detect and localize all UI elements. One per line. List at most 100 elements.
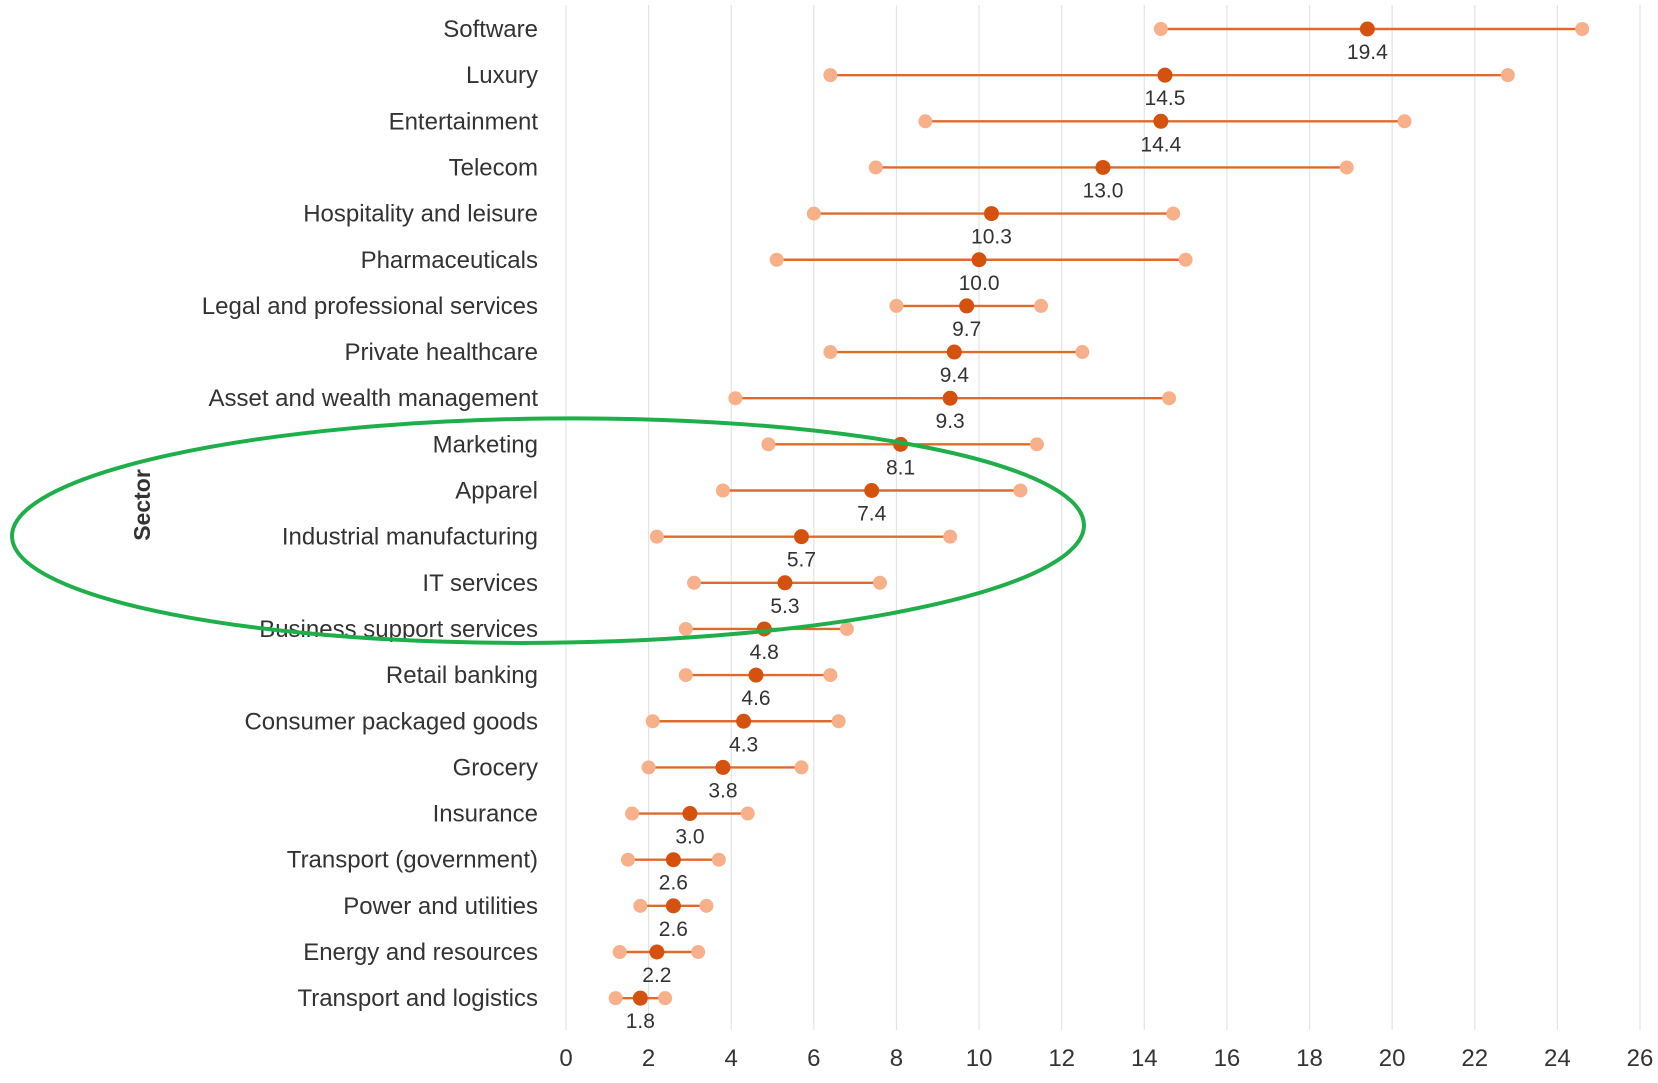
x-tick-label: 2 [642, 1045, 655, 1072]
median-data-label: 9.4 [940, 364, 970, 387]
x-tick-label: 6 [807, 1045, 820, 1072]
range-low-point [645, 714, 660, 729]
y-category-label: Private healthcare [345, 339, 538, 366]
y-category-label: Power and utilities [343, 893, 538, 920]
y-category-label: Grocery [453, 754, 538, 781]
range-high-point [831, 714, 846, 729]
range-low-point [715, 483, 730, 498]
median-point [649, 944, 665, 960]
range-low-point [608, 991, 623, 1006]
range-low-point [806, 206, 821, 221]
range-high-point [1166, 206, 1181, 221]
median-point [736, 713, 752, 729]
y-category-label: Entertainment [389, 108, 539, 135]
median-data-label: 3.8 [708, 779, 737, 802]
median-data-label: 7.4 [857, 503, 887, 526]
gridlines [565, 5, 1641, 1030]
range-high-point [691, 945, 706, 959]
range-high-point [1013, 483, 1028, 498]
range-low-point [761, 437, 776, 452]
median-data-label: 2.6 [659, 918, 688, 941]
median-data-label: 2.2 [642, 964, 671, 987]
range-low-point [769, 252, 784, 267]
y-category-label: Insurance [433, 801, 538, 828]
y-category-label: Asset and wealth management [208, 385, 538, 412]
range-high-point [1500, 68, 1515, 83]
x-tick-label: 10 [966, 1045, 993, 1072]
range-low-point [823, 68, 838, 83]
range-high-point [1397, 114, 1412, 129]
y-category-label: Hospitality and leisure [303, 201, 538, 228]
range-low-point [612, 945, 627, 959]
y-category-label: Telecom [449, 154, 538, 181]
range-high-point [740, 806, 755, 821]
median-data-label: 4.6 [741, 687, 770, 710]
range-high-point [711, 852, 726, 867]
range-low-point [687, 575, 702, 590]
median-data-label: 4.3 [729, 733, 758, 756]
median-data-label: 9.7 [952, 318, 981, 341]
x-tick-label: 14 [1131, 1045, 1158, 1072]
median-point [1157, 67, 1173, 83]
range-high-point [658, 991, 673, 1006]
median-data-label: 10.0 [959, 272, 1000, 295]
y-category-label: Legal and professional services [202, 293, 538, 320]
range-low-point [823, 345, 838, 360]
median-data-label: 19.4 [1347, 41, 1388, 64]
median-point [1153, 113, 1169, 129]
range-high-point [1029, 437, 1044, 452]
y-category-label: Industrial manufacturing [282, 524, 538, 551]
data-series: 19.4 14.5 14.4 13.0 10.3 10.0 9.7 9.4 9.3 8.1 7.4 5… [608, 21, 1590, 1033]
median-data-label: 5.3 [770, 595, 799, 618]
median-point [793, 529, 809, 545]
y-category-label: Transport (government) [287, 847, 538, 874]
range-high-point [1034, 298, 1049, 313]
range-high-point [1575, 22, 1590, 36]
median-point [942, 390, 958, 406]
range-low-point [678, 621, 693, 636]
median-data-label: 9.3 [936, 410, 965, 433]
median-data-label: 4.8 [750, 641, 779, 664]
y-category-label: Energy and resources [303, 939, 538, 966]
median-point [715, 759, 731, 775]
x-tick-label: 0 [559, 1045, 572, 1072]
range-high-point [1178, 252, 1193, 267]
median-point [971, 252, 987, 268]
median-data-label: 14.5 [1145, 87, 1186, 110]
x-tick-label: 20 [1379, 1045, 1406, 1072]
median-data-label: 13.0 [1083, 179, 1124, 202]
median-point [748, 667, 764, 683]
y-category-label: Pharmaceuticals [361, 247, 538, 274]
y-category-label: Luxury [466, 62, 538, 89]
y-axis: Software Luxury Entertainment Telecom Hospit… [202, 16, 539, 1012]
y-category-label: Software [443, 16, 538, 43]
y-category-label: Transport and logistics [297, 985, 538, 1012]
y-category-label: Apparel [455, 478, 538, 505]
range-high-point [1162, 391, 1177, 406]
range-low-point [728, 391, 743, 406]
median-data-label: 14.4 [1140, 133, 1181, 156]
x-tick-label: 24 [1544, 1045, 1571, 1072]
median-point [665, 852, 681, 868]
x-tick-label: 26 [1627, 1045, 1654, 1072]
highlight-ellipse [10, 416, 1086, 645]
median-point [665, 898, 681, 914]
range-high-point [943, 529, 958, 544]
range-high-point [872, 575, 887, 590]
range-low-point [641, 760, 656, 775]
y-category-label: Marketing [433, 431, 538, 458]
median-data-label: 2.6 [659, 872, 688, 895]
median-point [959, 298, 975, 314]
range-low-point [1153, 22, 1168, 36]
range-low-point [868, 160, 883, 175]
median-data-label: 3.0 [675, 826, 704, 849]
x-tick-label: 12 [1048, 1045, 1075, 1072]
range-high-point [823, 668, 838, 683]
median-data-label: 10.3 [971, 226, 1012, 249]
range-high-point [839, 621, 854, 636]
range-low-point [625, 806, 640, 821]
range-low-point [633, 898, 648, 913]
x-tick-label: 8 [890, 1045, 903, 1072]
median-point [983, 206, 999, 222]
